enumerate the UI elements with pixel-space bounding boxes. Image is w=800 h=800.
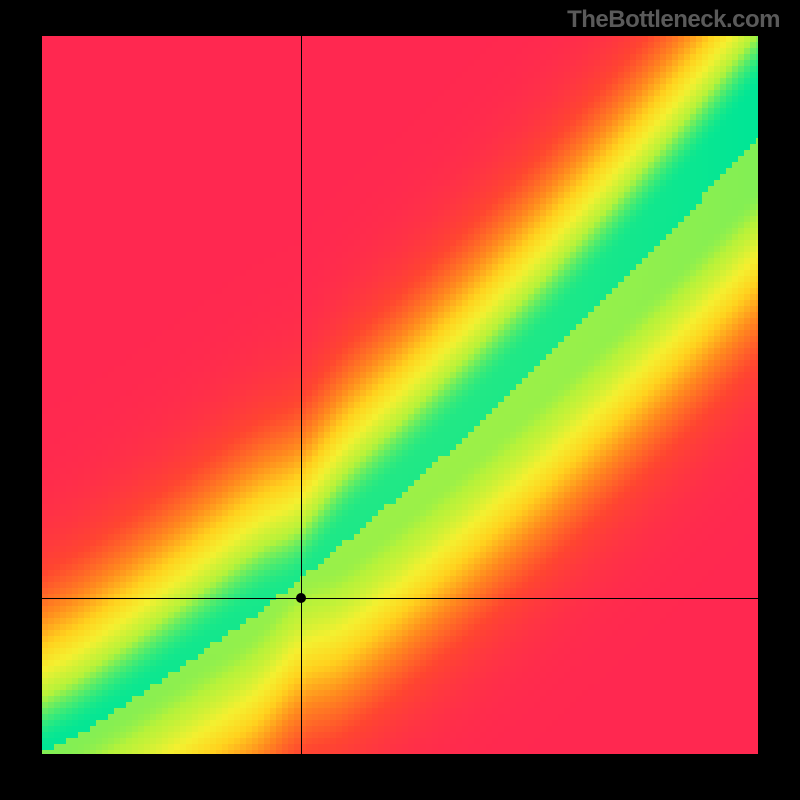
heatmap-canvas (42, 36, 758, 754)
crosshair-vertical (301, 36, 302, 754)
crosshair-horizontal (42, 598, 758, 599)
chart-container: TheBottleneck.com (0, 0, 800, 800)
marker-dot (296, 593, 306, 603)
watermark-text: TheBottleneck.com (567, 6, 780, 34)
